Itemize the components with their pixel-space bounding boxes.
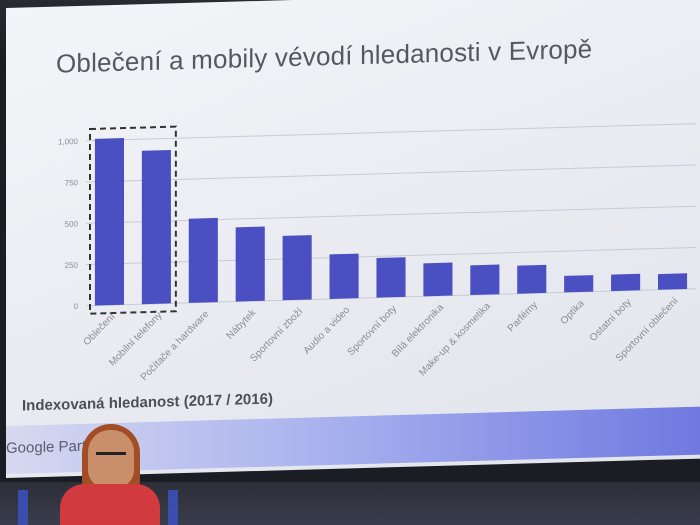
y-tick-label: 0 [74,302,79,311]
grid-line [86,123,696,142]
bar [141,149,171,305]
bars [94,138,688,306]
x-tick-label: Nábytek [225,307,259,342]
y-tick-label: 500 [65,219,79,228]
bar [517,264,547,294]
x-tick-label: Parfémy [506,300,540,335]
speaker-face [88,430,134,488]
x-tick-label: Ostatní boty [588,297,634,344]
speaker-body [60,484,160,525]
x-tick-label: Optika [559,298,588,327]
bar [282,235,312,301]
bar [657,273,688,290]
grid-lines [86,123,696,307]
speaker-glasses [96,452,126,461]
x-tick-label: Oblečení [82,311,118,348]
y-tick-label: 750 [65,178,79,187]
bar [235,226,265,302]
bar [376,257,406,298]
grid-line [86,205,696,224]
bar [564,275,594,293]
projection-screen: Oblečení a mobily vévodí hledanosti v Ev… [6,0,700,478]
bar [329,253,359,299]
stage-light [18,490,28,525]
grid-line [86,246,696,266]
y-tick-label: 250 [65,261,79,270]
bar [611,273,641,292]
x-tick-label: Audio a video [302,305,353,357]
y-axis-ticks: 0 250 500 750 1,000 [58,137,79,311]
highlight-box [89,125,177,315]
bar [94,138,125,306]
stage-light [168,490,178,525]
y-tick-label: 1,000 [58,137,79,147]
bar [470,264,500,296]
grid-line [86,164,696,183]
bar [188,217,218,303]
bar [423,262,453,297]
